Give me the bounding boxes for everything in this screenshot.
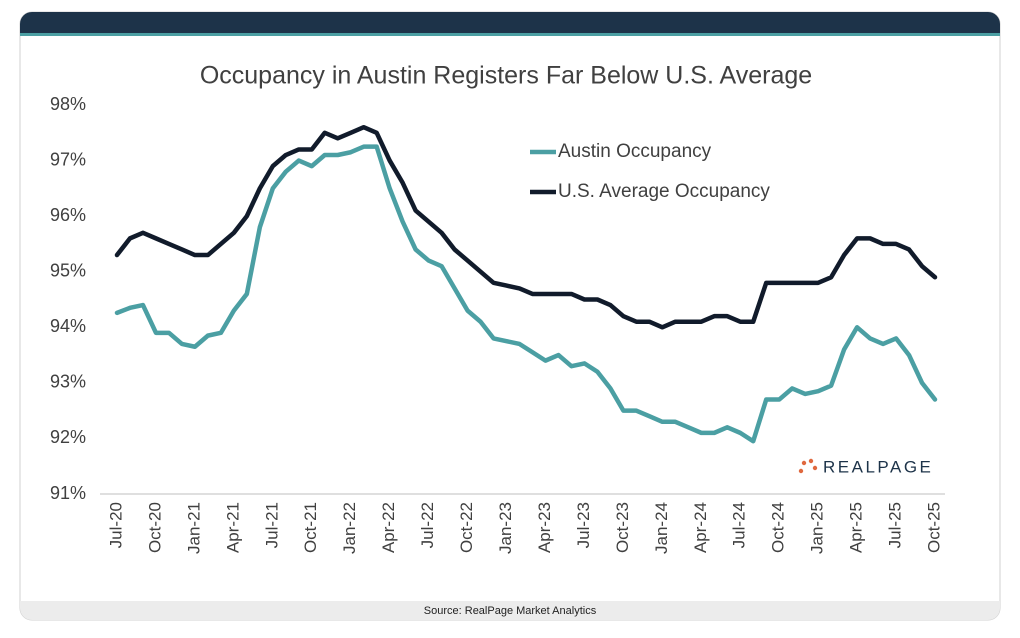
logo-text: REALPAGE: [823, 457, 933, 476]
y-tick-label: 95%: [50, 260, 86, 280]
series-line: [114, 124, 938, 330]
x-tick-label: Oct-23: [613, 502, 632, 553]
x-tick-label: Jan-25: [808, 502, 827, 554]
series-line: [114, 144, 938, 444]
x-tick-label: Jul-24: [730, 502, 749, 548]
y-tick-label: 94%: [50, 316, 86, 336]
legend-label: Austin Occupancy: [558, 141, 712, 162]
header-bar: [20, 12, 1000, 33]
x-tick-label: Apr-23: [535, 502, 554, 553]
x-tick-label: Apr-24: [691, 502, 710, 553]
x-tick-label: Apr-22: [379, 502, 398, 553]
x-tick-label: Jul-22: [418, 502, 437, 548]
source-note: Source: RealPage Market Analytics: [424, 605, 597, 617]
x-tick-label: Apr-25: [847, 502, 866, 553]
legend-label: U.S. Average Occupancy: [558, 181, 770, 202]
x-tick-label: Jul-25: [886, 502, 905, 548]
footer-bar: [20, 601, 1000, 620]
x-tick-label: Apr-21: [223, 502, 242, 553]
logo-dot: [798, 468, 804, 474]
y-tick-label: 91%: [50, 483, 86, 503]
x-tick-label: Oct-22: [457, 502, 476, 553]
logo-dot: [801, 460, 807, 466]
x-tick-label: Jul-23: [574, 502, 593, 548]
logo-dot: [808, 458, 814, 464]
x-tick-label: Jan-21: [184, 502, 203, 554]
x-tick-label: Jul-20: [106, 502, 125, 548]
x-tick-label: Jul-21: [262, 502, 281, 548]
y-tick-label: 98%: [50, 94, 86, 114]
x-tick-label: Oct-24: [769, 502, 788, 553]
x-tick-label: Oct-20: [145, 502, 164, 553]
x-tick-label: Jan-22: [340, 502, 359, 554]
x-tick-label: Oct-21: [301, 502, 320, 553]
y-tick-label: 96%: [50, 205, 86, 225]
header-accent: [20, 33, 1000, 36]
y-tick-label: 93%: [50, 372, 86, 392]
chart-title: Occupancy in Austin Registers Far Below …: [200, 62, 812, 90]
x-tick-label: Jan-23: [496, 502, 515, 554]
x-tick-label: Oct-25: [924, 502, 943, 553]
logo-dot: [812, 465, 818, 471]
logo: REALPAGE: [798, 457, 933, 476]
y-tick-label: 97%: [50, 149, 86, 169]
y-tick-label: 92%: [50, 427, 86, 447]
x-tick-label: Jan-24: [652, 502, 671, 554]
